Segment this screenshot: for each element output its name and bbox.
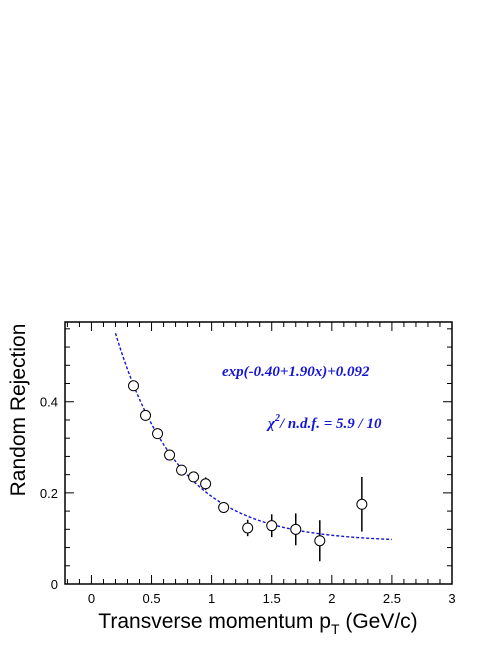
chi-symbol: χ (266, 416, 276, 432)
x-tick-label: 0.5 (142, 591, 160, 606)
data-point (242, 519, 254, 537)
point-marker (290, 523, 302, 535)
data-point (128, 380, 140, 392)
y-tick-label: 0.4 (40, 395, 58, 410)
plot-frame (64, 321, 453, 585)
chi2-text: / n.d.f. = 5.9 / 10 (279, 416, 382, 432)
data-point (290, 513, 302, 546)
point-marker (356, 498, 368, 510)
data-point (356, 476, 368, 532)
point-marker (266, 520, 278, 532)
data-point (266, 514, 278, 538)
y-tick-label: 0.2 (40, 486, 58, 501)
data-point (176, 464, 188, 476)
x-tick-label: 3 (448, 591, 455, 606)
chi2-label: χ2/ n.d.f. = 5.9 / 10 (266, 413, 382, 432)
fit-formula-label: exp(-0.40+1.90x)+0.092 (222, 364, 370, 380)
axis-ticks (65, 322, 453, 585)
data-point (188, 471, 200, 483)
data-point (164, 449, 176, 461)
point-marker (128, 380, 140, 392)
tick-labels: 0 0.5 1 1.5 2 2.5 3 0 0.2 0.4 (40, 395, 456, 606)
point-marker (314, 535, 326, 547)
point-marker (242, 522, 254, 534)
point-marker (218, 501, 230, 513)
x-tick-label: 2 (328, 591, 335, 606)
x-tick-label: 2.5 (383, 591, 401, 606)
data-point (200, 477, 212, 491)
y-tick-label: 0 (51, 577, 58, 592)
point-marker (152, 428, 164, 440)
data-point (314, 520, 326, 562)
x-tick-label: 0 (88, 591, 95, 606)
data-point (140, 409, 152, 421)
x-tick-label: 1.5 (263, 591, 281, 606)
point-marker (200, 478, 212, 490)
data-points (128, 380, 368, 562)
point-marker (188, 471, 200, 483)
x-tick-label: 1 (208, 591, 215, 606)
fit-curve (114, 333, 392, 541)
point-marker (140, 409, 152, 421)
x-axis-title: Transverse momentum pT (GeV/c) (98, 610, 417, 637)
data-point (152, 428, 164, 440)
point-marker (176, 464, 188, 476)
y-axis-title: Random Rejection (7, 324, 30, 497)
point-marker (164, 449, 176, 461)
chi-sup: 2 (274, 413, 280, 424)
data-point (218, 501, 230, 513)
